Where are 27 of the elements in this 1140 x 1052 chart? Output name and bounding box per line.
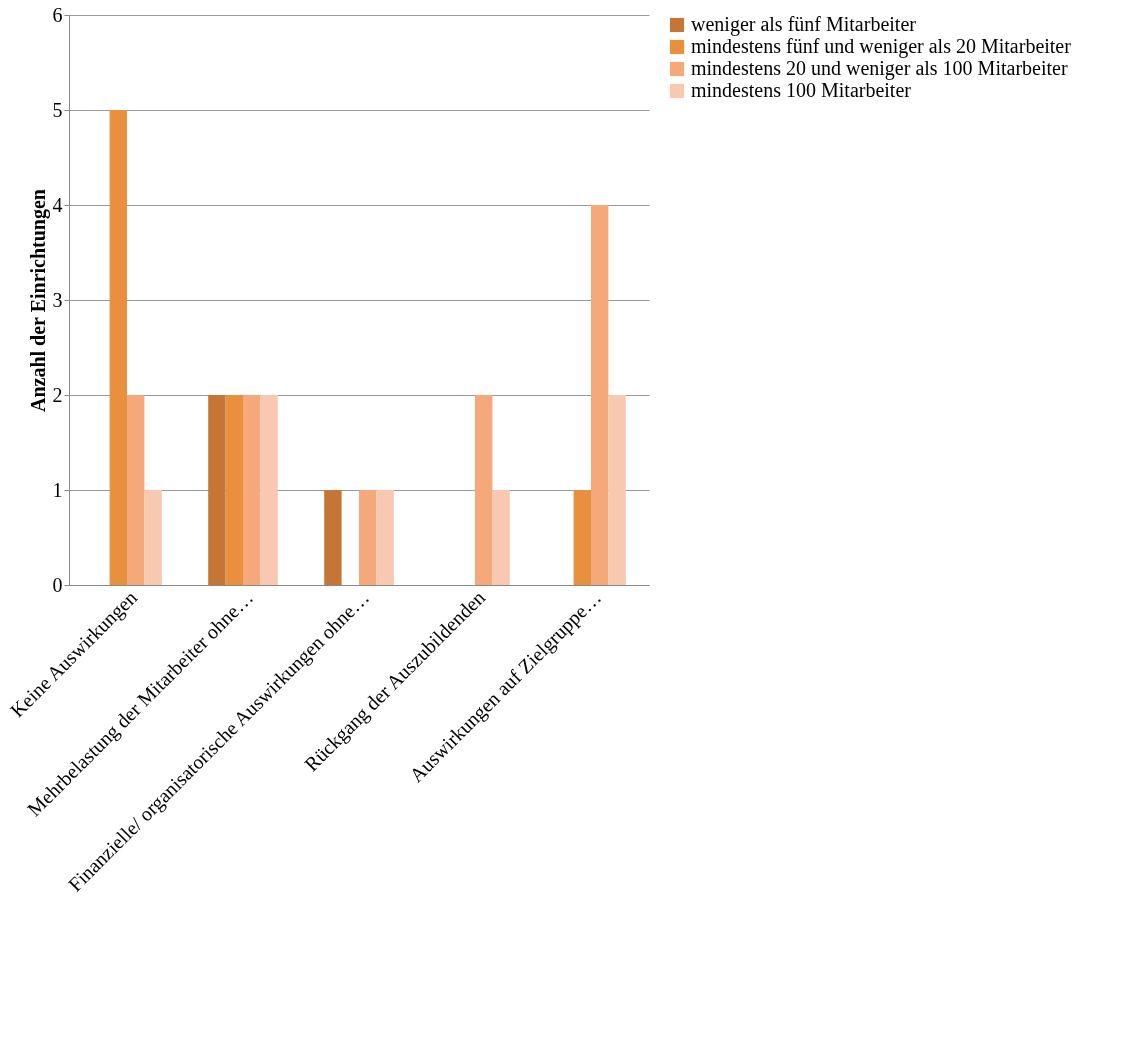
y-tick-label: 0: [52, 573, 63, 596]
bar: [492, 490, 510, 585]
bar: [243, 395, 261, 585]
y-tick-label: 4: [52, 193, 63, 216]
bar: [109, 110, 127, 585]
y-tick-label: 2: [52, 383, 63, 406]
legend-label: weniger als fünf Mitarbeiter: [691, 13, 917, 36]
bar: [608, 395, 626, 585]
y-tick-label: 5: [52, 98, 63, 121]
y-tick-label: 3: [52, 288, 63, 311]
bar: [144, 490, 162, 585]
bar: [359, 490, 377, 585]
bar: [225, 395, 243, 585]
bar: [376, 490, 394, 585]
legend-label: mindestens fünf und weniger als 20 Mitarbeiter: [691, 35, 1072, 58]
y-tick-label: 1: [52, 478, 63, 501]
bar: [591, 205, 609, 585]
bar: [260, 395, 278, 585]
bar: [324, 490, 342, 585]
bar: [208, 395, 226, 585]
bar: [127, 395, 145, 585]
legend-label: mindestens 100 Mitarbeiter: [691, 79, 912, 101]
legend-label: mindestens 20 und weniger als 100 Mitarbeiter: [691, 57, 1068, 80]
y-tick-label: 6: [52, 3, 63, 26]
y-axis-title: Anzahl der Einrichtungen: [26, 189, 50, 412]
bar: [573, 490, 591, 585]
bar: [475, 395, 493, 585]
